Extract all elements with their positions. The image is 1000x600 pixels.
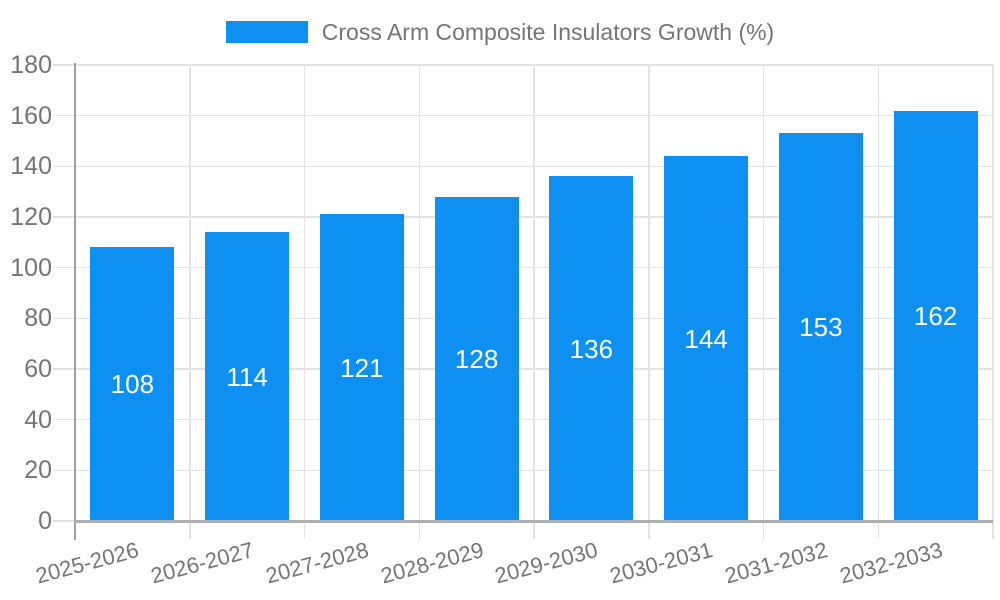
grid-line-vertical (533, 65, 535, 521)
x-axis-tick (877, 521, 879, 539)
y-tick-label: 60 (24, 355, 52, 383)
bar-value-label: 153 (799, 312, 843, 343)
y-axis-line (74, 63, 76, 540)
y-axis-tick (53, 64, 75, 66)
y-tick-label: 20 (24, 456, 52, 485)
grid-line-vertical (418, 65, 420, 521)
bar-2032-2033[interactable] (893, 110, 978, 521)
bar-2026-2027[interactable] (205, 232, 290, 521)
x-axis-tick (648, 521, 650, 539)
x-axis-tick (992, 521, 994, 539)
y-axis-tick (53, 114, 75, 117)
bar-2028-2029[interactable] (434, 196, 519, 521)
y-tick-label: 40 (24, 405, 52, 434)
x-tick-label: 2027-2028 (262, 537, 372, 589)
grid-line-vertical (992, 65, 994, 521)
bar-value-label: 108 (110, 369, 155, 400)
y-axis-tick (53, 520, 75, 522)
x-axis-tick (762, 521, 765, 539)
x-axis-tick (189, 521, 191, 539)
grid-line-vertical (648, 65, 650, 521)
y-tick-label: 140 (10, 152, 52, 181)
legend-label[interactable]: Cross Arm Composite Insulators Growth (%… (321, 18, 775, 45)
bar-2027-2028[interactable] (319, 214, 404, 521)
bar-value-label: 144 (684, 323, 728, 354)
bar-value-label: 114 (226, 361, 268, 392)
y-tick-label: 160 (10, 101, 52, 130)
y-axis-tick (53, 368, 75, 370)
bar-2031-2032[interactable] (778, 133, 863, 521)
x-axis-tick (533, 521, 535, 539)
grid-line-vertical (877, 65, 879, 521)
y-tick-label: 100 (10, 253, 52, 282)
bar-value-label: 128 (454, 343, 499, 374)
bar-value-label: 162 (913, 300, 958, 331)
bar-2025-2026[interactable] (90, 247, 175, 521)
legend-swatch[interactable] (225, 21, 308, 43)
y-axis-tick (53, 266, 75, 269)
bar-value-label: 136 (569, 333, 614, 364)
x-axis-tick (418, 521, 420, 539)
y-tick-label: 180 (10, 51, 52, 79)
y-axis-tick (53, 418, 75, 421)
y-axis-tick (53, 165, 75, 168)
x-tick-label: 2028-2029 (377, 537, 486, 589)
bar-value-label: 121 (340, 352, 384, 383)
x-tick-label: 2029-2030 (492, 537, 601, 589)
y-axis-tick (53, 469, 75, 472)
x-tick-label: 2030-2031 (607, 537, 716, 589)
x-tick-label: 2025-2026 (33, 537, 142, 589)
x-axis-tick (303, 521, 306, 539)
y-axis-tick (53, 216, 75, 218)
y-tick-label: 0 (38, 507, 52, 535)
x-tick-label: 2026-2027 (148, 537, 257, 589)
grid-line-vertical (762, 65, 765, 521)
y-tick-label: 120 (10, 203, 52, 231)
grid-line-vertical (303, 65, 306, 521)
chart-legend[interactable]: Cross Arm Composite Insulators Growth (%… (0, 14, 1000, 50)
x-axis-baseline (75, 520, 993, 523)
x-tick-label: 2031-2032 (721, 537, 831, 589)
bar-2029-2030[interactable] (549, 176, 634, 521)
grid-line-vertical (189, 65, 191, 521)
x-tick-label: 2032-2033 (836, 537, 945, 589)
y-tick-label: 80 (24, 304, 52, 333)
y-axis-tick (53, 317, 75, 320)
bar-2030-2031[interactable] (664, 156, 749, 521)
